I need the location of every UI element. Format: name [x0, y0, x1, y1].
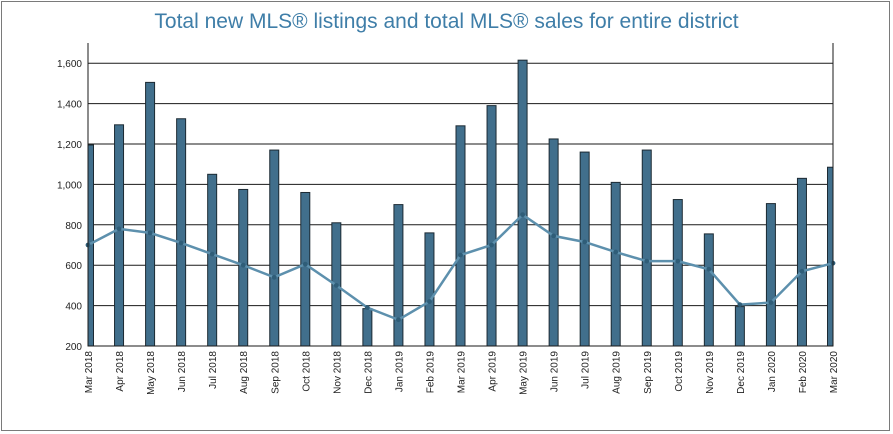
- bar: [176, 118, 187, 347]
- x-tick-label: Aug 2019: [612, 351, 623, 394]
- line-point: [240, 262, 246, 268]
- axes: [87, 43, 834, 347]
- x-tick-label: May 2018: [146, 351, 157, 395]
- line-point: [582, 239, 588, 245]
- x-tick-label: Oct 2018: [301, 351, 312, 392]
- y-tick-label: 1,400: [57, 100, 82, 111]
- line-point: [396, 317, 401, 323]
- bar: [672, 199, 683, 347]
- line-point: [799, 268, 805, 274]
- x-tick-label: Sep 2018: [270, 351, 281, 394]
- bar: [827, 166, 834, 347]
- x-tick-label: Mar 2020: [829, 351, 840, 394]
- line-point: [551, 233, 557, 239]
- line-point: [520, 212, 525, 218]
- bar: [455, 125, 466, 347]
- y-tick-label: 200: [65, 342, 82, 353]
- x-tick-label: Jan 2019: [394, 351, 405, 393]
- x-tick-label: Mar 2019: [457, 351, 468, 394]
- line-point: [427, 299, 432, 304]
- x-tick-label: Mar 2018: [84, 351, 95, 394]
- line-point: [116, 226, 122, 232]
- line-point: [364, 305, 370, 311]
- y-tick-label: 1,600: [57, 59, 82, 70]
- bar: [734, 306, 745, 347]
- y-tick-label: 1,200: [57, 140, 82, 151]
- line-point: [706, 266, 712, 272]
- bar: [641, 149, 652, 347]
- line-point: [644, 258, 650, 264]
- line-point: [333, 283, 339, 288]
- bar: [424, 232, 435, 347]
- bar: [579, 151, 590, 347]
- line-point: [458, 252, 463, 258]
- line-point: [178, 240, 184, 246]
- y-tick-label: 1,000: [57, 180, 82, 191]
- line-point: [737, 302, 743, 307]
- x-tick-label: May 2019: [519, 351, 530, 395]
- bar-series: [87, 59, 834, 347]
- line-point: [302, 261, 308, 267]
- x-tick-label: Aug 2018: [239, 351, 250, 394]
- y-tick-label: 600: [65, 261, 82, 272]
- x-tick-label: Dec 2018: [363, 351, 374, 394]
- bar: [362, 308, 373, 347]
- bar: [610, 181, 621, 347]
- x-tick-labels: Mar 2018 Apr 2018 May 2018 Jun 2018 Jul 2018…: [84, 351, 840, 395]
- x-tick-label: Jun 2018: [177, 351, 188, 393]
- y-tick-label: 800: [65, 221, 82, 232]
- x-tick-label: Apr 2018: [115, 351, 126, 392]
- bar: [393, 204, 404, 347]
- bar: [114, 124, 125, 347]
- x-tick-label: Oct 2019: [674, 351, 685, 392]
- line-point: [209, 251, 215, 257]
- bar: [145, 81, 156, 347]
- line-point: [489, 242, 494, 248]
- x-tick-label: Nov 2018: [332, 351, 343, 394]
- line-point: [675, 258, 681, 264]
- y-tick-labels: 200 400 600 800 1,000 1,200 1,400 1,600: [57, 59, 82, 353]
- line-point: [147, 230, 153, 236]
- bar: [548, 138, 559, 347]
- x-tick-label: Jul 2018: [208, 351, 219, 389]
- bar: [517, 59, 528, 347]
- x-tick-label: Sep 2019: [643, 351, 654, 394]
- bar: [703, 233, 714, 347]
- y-tick-label: 400: [65, 302, 82, 313]
- bar: [796, 177, 807, 347]
- x-tick-label: Apr 2019: [488, 351, 499, 392]
- bar: [207, 173, 218, 347]
- line-point: [613, 249, 619, 255]
- bar: [300, 191, 311, 347]
- x-tick-label: Nov 2019: [705, 351, 716, 394]
- bar: [486, 105, 497, 347]
- line-point: [768, 300, 774, 305]
- x-tick-label: Jun 2019: [550, 351, 561, 393]
- x-tick-label: Jul 2019: [581, 351, 592, 389]
- bar: [269, 149, 280, 347]
- x-tick-label: Jan 2020: [767, 351, 778, 393]
- x-tick-label: Dec 2019: [736, 351, 747, 394]
- bar: [765, 203, 776, 347]
- chart-title: Total new MLS® listings and total MLS® s…: [154, 10, 739, 33]
- x-tick-label: Feb 2019: [425, 351, 436, 394]
- x-tick-label: Feb 2020: [798, 351, 809, 394]
- line-point: [271, 274, 277, 280]
